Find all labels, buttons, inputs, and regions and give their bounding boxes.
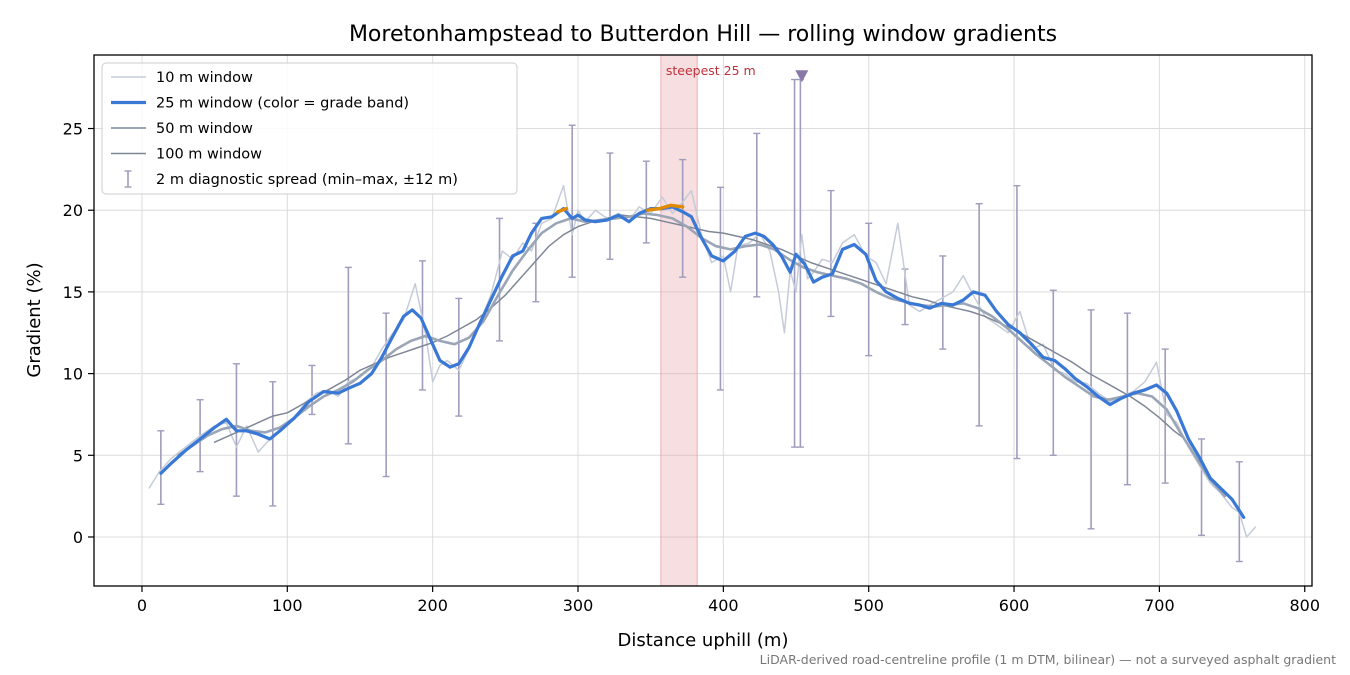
x-tick-label-8: 800: [1289, 596, 1320, 615]
chart-title: Moretonhampstead to Butterdon Hill — rol…: [349, 22, 1057, 47]
y-tick-label-4: 20: [63, 201, 83, 220]
x-tick-label-7: 700: [1144, 596, 1175, 615]
x-axis-title: Distance uphill (m): [618, 630, 789, 651]
errorbar-13: [642, 160, 650, 244]
errorbar-20: [865, 222, 873, 357]
errorbar-8: [455, 297, 463, 417]
steep-segment-1: [646, 203, 685, 212]
series-25m-line: [159, 205, 1246, 520]
errorbar-26: [1087, 309, 1095, 530]
series-50m-line: [177, 212, 1227, 498]
errorbar-5: [344, 266, 352, 445]
x-tick-label-1: 100: [272, 596, 303, 615]
errorbar-27: [1123, 312, 1131, 486]
y-tick-label-1: 5: [73, 446, 83, 465]
grid-lines: [94, 55, 1312, 586]
legend-label-4: 2 m diagnostic spread (min–max, ±12 m): [156, 172, 458, 188]
x-tick-label-0: 0: [137, 596, 147, 615]
errorbar-25: [1049, 289, 1057, 456]
legend-label-3: 100 m window: [156, 147, 262, 163]
x-tick-label-6: 600: [999, 596, 1030, 615]
errorbar-0: [157, 430, 165, 506]
errorbar-16: [753, 132, 761, 298]
legend-entry-2: 50 m window: [111, 121, 253, 137]
series-group: [148, 70, 1257, 538]
legend-label-2: 50 m window: [156, 121, 253, 137]
x-tick-label-4: 400: [708, 596, 739, 615]
steepest-band: [660, 54, 698, 587]
x-tick-label-5: 500: [853, 596, 884, 615]
legend-entry-1: 25 m window (color = grade band): [111, 96, 409, 112]
errorbar-4: [308, 364, 316, 416]
errorbar-19: [827, 189, 835, 318]
legend-entry-0: 10 m window: [111, 70, 253, 86]
legend: 10 m window 25 m window (color = grade ba…: [101, 62, 518, 195]
errorbar-group: [157, 78, 1243, 563]
errorbar-12: [606, 152, 614, 260]
errorbar-14: [679, 158, 687, 278]
x-tick-label-3: 300: [563, 596, 594, 615]
errorbar-3: [269, 381, 277, 507]
steep-segment-0: [556, 206, 569, 214]
errorbar-6: [382, 312, 390, 478]
legend-entry-4: 2 m diagnostic spread (min–max, ±12 m): [124, 170, 458, 188]
errorbar-11: [568, 124, 576, 278]
steepest-highlight: steepest 25 m: [660, 54, 756, 587]
errorbar-28: [1161, 348, 1169, 484]
y-tick-label-0: 0: [73, 528, 83, 547]
x-tick-label-2: 200: [417, 596, 448, 615]
legend-entry-3: 100 m window: [111, 147, 262, 163]
series-100m-line: [213, 214, 1184, 443]
footnote: LiDAR-derived road-centreline profile (1…: [760, 652, 1336, 667]
plot-frame: [93, 54, 1313, 587]
errorbar-24: [1013, 185, 1021, 460]
y-tick-label-2: 10: [63, 365, 83, 384]
steepest-label: steepest 25 m: [666, 63, 756, 78]
axis-ticks: 0 100 200 300 400 500 600 700 800 0 5 10 15 20 25: [63, 120, 1320, 615]
y-axis-title: Gradient (%): [24, 262, 45, 377]
errorbar-7: [418, 260, 426, 391]
legend-label-0: 10 m window: [156, 70, 253, 86]
y-tick-label-3: 15: [63, 283, 83, 302]
legend-box: [101, 62, 518, 195]
errorbar-15: [716, 186, 724, 391]
steepest-point-marker: [795, 70, 809, 83]
y-tick-label-5: 25: [63, 120, 83, 139]
errorbar-29: [1198, 438, 1206, 537]
legend-label-1: 25 m window (color = grade band): [156, 96, 409, 112]
